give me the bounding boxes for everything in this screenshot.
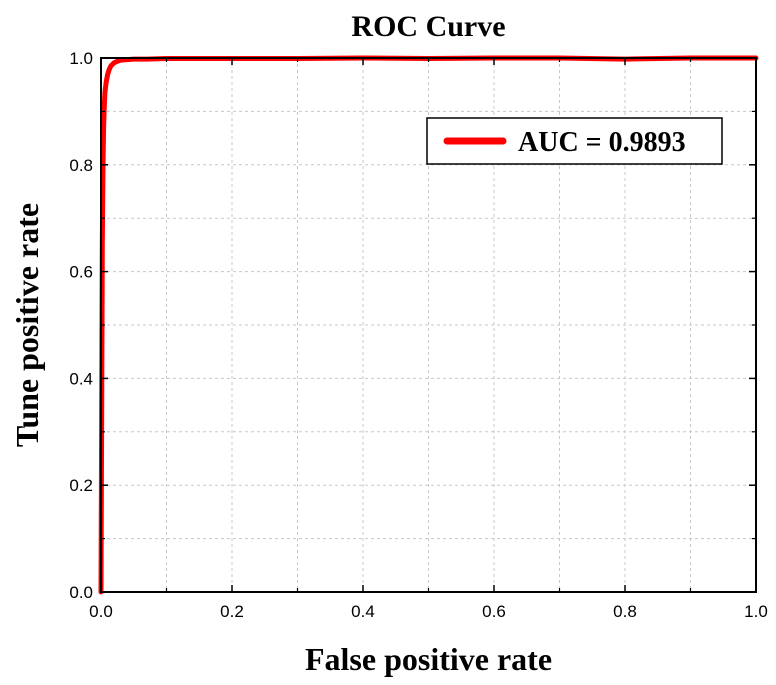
x-tick-label: 0.6 (482, 602, 506, 621)
y-tick-label: 0.6 (69, 263, 93, 282)
chart-title: ROC Curve (351, 10, 505, 43)
legend: AUC = 0.9893 (426, 117, 723, 165)
tick-layer: 0.0 0.2 0.4 0.6 0.8 1.0 0.0 0.2 0.4 0.6 0.8 1.0 (69, 49, 767, 621)
y-tick-label: 0.4 (69, 369, 93, 388)
x-tick-label: 1.0 (744, 602, 768, 621)
grid-layer (101, 58, 756, 592)
x-tick-label: 0.8 (613, 602, 637, 621)
y-tick-label: 0.8 (69, 156, 93, 175)
y-axis-title: Tune positive rate (9, 203, 45, 447)
y-tick-label: 0.2 (69, 476, 93, 495)
x-tick-label: 0.2 (220, 602, 244, 621)
x-axis-title: False positive rate (305, 641, 552, 677)
x-tick-label: 0.4 (351, 602, 375, 621)
y-tick-label: 0.0 (69, 583, 93, 602)
legend-label: AUC = 0.9893 (518, 127, 686, 158)
x-tick-label: 0.0 (89, 602, 113, 621)
y-tick-label: 1.0 (69, 49, 93, 68)
